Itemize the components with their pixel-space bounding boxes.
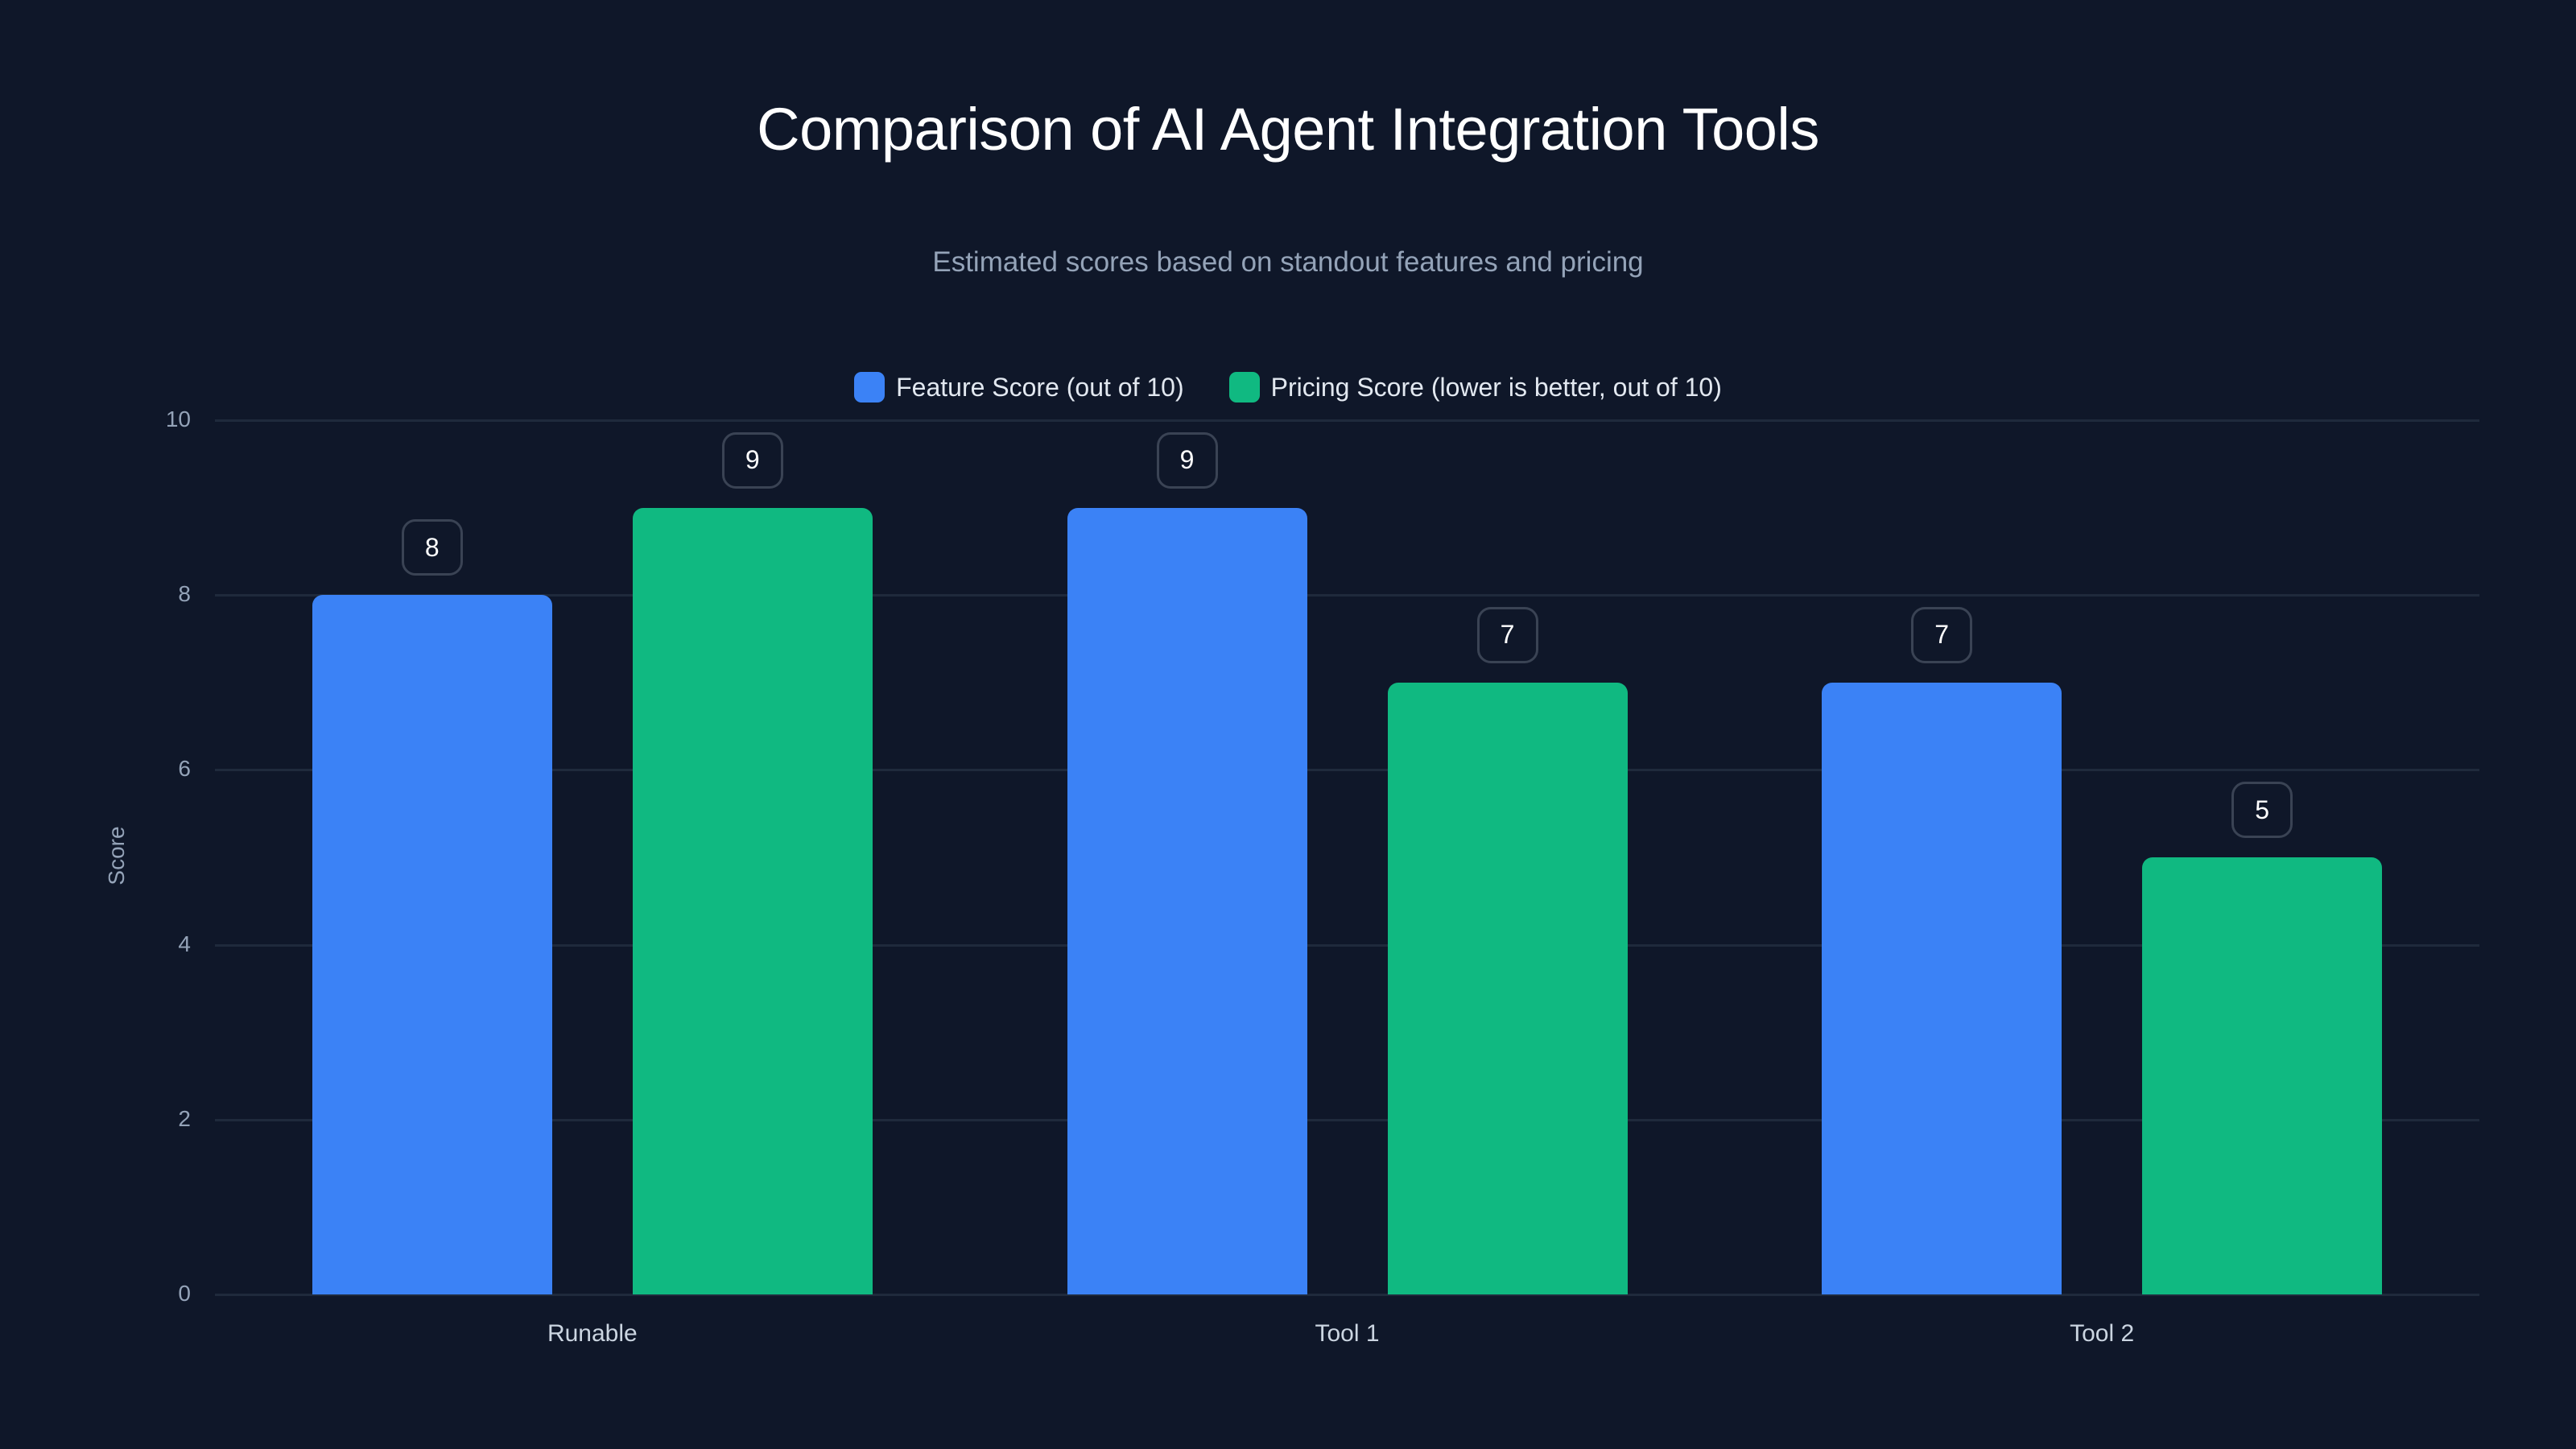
value-label: 9 — [721, 431, 783, 489]
y-axis-label: Score — [104, 826, 129, 886]
bar-tool-2-feature[interactable] — [1822, 682, 2062, 1294]
legend-label: Pricing Score (lower is better, out of 1… — [1270, 372, 1722, 402]
chart-title: Comparison of AI Agent Integration Tools — [757, 96, 1819, 163]
x-tick-label: Tool 1 — [1315, 1320, 1380, 1347]
x-tick-label: Tool 2 — [2070, 1320, 2135, 1347]
gridline — [215, 594, 2479, 597]
y-tick-label: 8 — [178, 581, 191, 607]
y-tick-label: 10 — [165, 407, 191, 431]
legend-swatch-icon — [854, 372, 886, 402]
value-label: 7 — [1911, 606, 1973, 663]
y-tick-label: 2 — [178, 1105, 191, 1131]
value-label: 5 — [2231, 782, 2293, 838]
gridline — [215, 943, 2479, 947]
legend-swatch-icon — [1228, 372, 1260, 402]
value-label: 7 — [1476, 606, 1538, 663]
gridline — [215, 769, 2479, 772]
bar-tool-2-pricing[interactable] — [2142, 857, 2383, 1294]
legend-item-pricing-score[interactable]: Pricing Score (lower is better, out of 1… — [1228, 372, 1722, 402]
y-tick-label: 6 — [178, 756, 191, 782]
bar-tool-1-feature[interactable] — [1067, 507, 1307, 1294]
bar-runable-feature[interactable] — [312, 595, 552, 1294]
plot-area: 8 9 9 7 7 5 — [215, 419, 2479, 1296]
x-tick-label: Runable — [547, 1320, 638, 1347]
bar-tool-1-pricing[interactable] — [1387, 682, 1628, 1294]
legend-item-feature-score[interactable]: Feature Score (out of 10) — [854, 372, 1184, 402]
legend-label: Feature Score (out of 10) — [896, 372, 1184, 402]
gridline — [215, 1118, 2479, 1121]
gridline — [215, 1294, 2479, 1296]
bar-runable-pricing[interactable] — [632, 507, 873, 1294]
chart-subtitle: Estimated scores based on standout featu… — [932, 246, 1644, 278]
legend: Feature Score (out of 10) Pricing Score … — [0, 372, 2576, 402]
value-label: 9 — [1156, 431, 1218, 489]
y-tick-label: 0 — [178, 1281, 191, 1306]
y-tick-label: 4 — [178, 931, 191, 956]
gridline — [215, 419, 2479, 422]
value-label: 8 — [401, 519, 463, 576]
